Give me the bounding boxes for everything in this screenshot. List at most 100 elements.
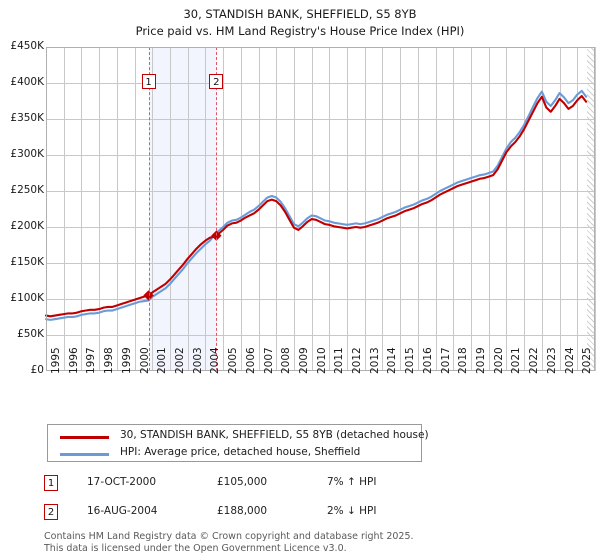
x-axis-tick-label: 1996 — [67, 347, 80, 374]
ownership-period-band — [148, 47, 217, 371]
gridline-vertical — [169, 47, 171, 371]
x-axis-tick-label: 1998 — [103, 347, 116, 374]
gridline-vertical — [187, 47, 189, 371]
gridline-vertical — [205, 47, 207, 371]
gridline-vertical — [347, 47, 349, 371]
event-badge-2[interactable]: 2 — [209, 74, 224, 89]
gridline-horizontal — [46, 191, 595, 192]
gridline-vertical — [329, 47, 331, 371]
legend-item: HPI: Average price, detached house, Shef… — [48, 445, 421, 463]
transaction-row: 1 17-OCT-2000 £105,000 7% ↑ HPI — [44, 475, 444, 497]
footer-attribution: Contains HM Land Registry data © Crown c… — [44, 531, 584, 554]
gridline-vertical — [471, 47, 473, 371]
gridline-vertical — [524, 47, 526, 371]
event-line-1 — [148, 47, 150, 371]
x-axis-tick-label: 2022 — [528, 347, 541, 374]
gridline-vertical — [81, 47, 83, 371]
gridline-vertical — [577, 47, 579, 371]
gridline-vertical — [541, 47, 543, 371]
chart-title-line-1: 30, STANDISH BANK, SHEFFIELD, S5 8YB — [183, 7, 417, 21]
transaction-price: £188,000 — [217, 505, 268, 517]
x-axis-tick-label: 1997 — [85, 347, 98, 374]
gridline-vertical — [453, 47, 455, 371]
x-axis-tick-label: 2005 — [227, 347, 240, 374]
gridline-horizontal — [46, 83, 595, 84]
chart-title-line-2: Price paid vs. HM Land Registry's House … — [135, 24, 465, 38]
y-axis-tick-label: £350K — [10, 112, 44, 124]
gridline-vertical — [240, 47, 242, 371]
legend-item: 30, STANDISH BANK, SHEFFIELD, S5 8YB (de… — [48, 428, 429, 446]
gridline-vertical — [417, 47, 419, 371]
y-axis-tick-label: £150K — [10, 256, 44, 268]
gridline-vertical — [559, 47, 561, 371]
gridline-vertical — [506, 47, 508, 371]
transaction-index-badge[interactable]: 1 — [44, 475, 58, 491]
x-axis-tick-label: 2016 — [421, 347, 434, 374]
y-axis-tick-label: £450K — [10, 40, 44, 52]
y-axis-tick-label: £200K — [10, 220, 44, 232]
gridline-vertical — [223, 47, 225, 371]
x-axis-tick-label: 2018 — [457, 347, 470, 374]
gridline-vertical — [99, 47, 101, 371]
legend-item-label: HPI: Average price, detached house, Shef… — [120, 446, 361, 458]
gridline-vertical — [364, 47, 366, 371]
y-axis-tick-label: £50K — [17, 328, 44, 340]
gridline-vertical — [435, 47, 437, 371]
legend-color-swatch — [60, 453, 109, 456]
x-axis-tick-label: 2025 — [581, 347, 594, 374]
event-line-2 — [216, 47, 218, 371]
x-axis-tick-label: 2017 — [439, 347, 452, 374]
gridline-vertical — [293, 47, 295, 371]
y-axis-tick-label: £250K — [10, 184, 44, 196]
gridline-vertical — [134, 47, 136, 371]
transaction-hpi-delta: 2% ↓ HPI — [327, 505, 377, 517]
x-axis-tick-label: 2020 — [492, 347, 505, 374]
x-axis-tick-label: 2013 — [368, 347, 381, 374]
y-axis-tick-label: £100K — [10, 292, 44, 304]
transaction-hpi-delta: 7% ↑ HPI — [327, 476, 377, 488]
x-axis-tick-label: 2019 — [475, 347, 488, 374]
x-axis-tick-label: 1999 — [120, 347, 133, 374]
x-axis-tick-label: 2004 — [209, 347, 222, 374]
transaction-date: 17-OCT-2000 — [87, 476, 156, 488]
x-axis-tick-label: 2001 — [156, 347, 169, 374]
x-axis-tick-label: 2010 — [315, 347, 328, 374]
gridline-vertical — [311, 47, 313, 371]
x-axis-tick-label: 2015 — [404, 347, 417, 374]
y-axis-tick-label: £400K — [10, 76, 44, 88]
gridline-horizontal — [46, 155, 595, 156]
x-axis-tick-label: 2024 — [563, 347, 576, 374]
gridline-horizontal — [46, 299, 595, 300]
gridline-horizontal — [46, 119, 595, 120]
x-axis-tick-label: 2011 — [333, 347, 346, 374]
gridline-vertical — [63, 47, 65, 371]
x-axis-tick-label: 2014 — [386, 347, 399, 374]
gridline-horizontal — [46, 263, 595, 264]
footer-line-1: Contains HM Land Registry data © Crown c… — [44, 531, 414, 542]
legend-color-swatch — [60, 436, 109, 439]
footer-line-2: This data is licensed under the Open Gov… — [44, 542, 347, 554]
gridline-horizontal — [46, 335, 595, 336]
gridline-vertical — [382, 47, 384, 371]
transaction-price: £105,000 — [217, 476, 268, 488]
event-badge-1[interactable]: 1 — [141, 74, 156, 89]
x-axis-tick-label: 2021 — [510, 347, 523, 374]
y-axis-tick-label: £300K — [10, 148, 44, 160]
gridline-vertical — [152, 47, 154, 371]
transaction-date: 16-AUG-2004 — [87, 505, 158, 517]
transaction-row: 2 16-AUG-2004 £188,000 2% ↓ HPI — [44, 504, 444, 526]
legend-item-label: 30, STANDISH BANK, SHEFFIELD, S5 8YB (de… — [120, 429, 429, 441]
gridline-horizontal — [46, 227, 595, 228]
transaction-index-badge[interactable]: 2 — [44, 504, 58, 520]
gridline-vertical — [276, 47, 278, 371]
x-axis-tick-label: 2008 — [280, 347, 293, 374]
x-axis-tick-label: 2023 — [545, 347, 558, 374]
series-line — [44, 94, 588, 318]
x-axis-tick-label: 2000 — [138, 347, 151, 374]
x-axis-tick-label: 2012 — [351, 347, 364, 374]
gridline-vertical — [595, 47, 596, 371]
gridline-vertical — [488, 47, 490, 371]
x-axis-tick-label: 2006 — [244, 347, 257, 374]
x-axis-tick-label: 2009 — [297, 347, 310, 374]
